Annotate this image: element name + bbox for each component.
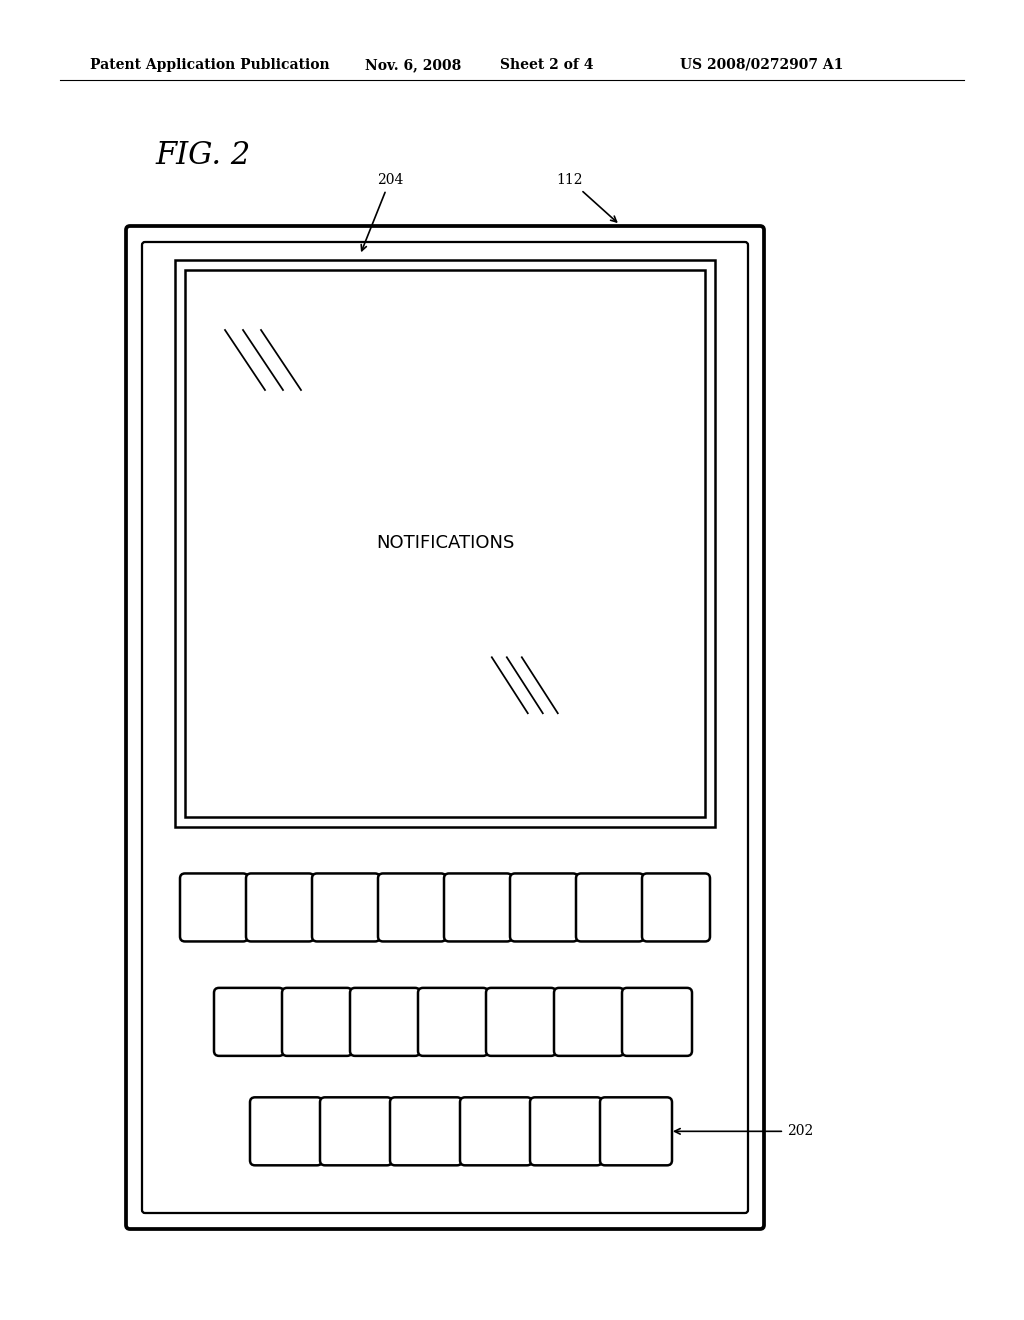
FancyBboxPatch shape xyxy=(246,874,314,941)
FancyBboxPatch shape xyxy=(312,874,380,941)
Bar xyxy=(185,271,705,817)
FancyBboxPatch shape xyxy=(510,874,578,941)
FancyBboxPatch shape xyxy=(642,874,710,941)
Text: Patent Application Publication: Patent Application Publication xyxy=(90,58,330,73)
FancyBboxPatch shape xyxy=(486,987,556,1056)
FancyBboxPatch shape xyxy=(250,1097,322,1166)
FancyBboxPatch shape xyxy=(418,987,488,1056)
FancyBboxPatch shape xyxy=(390,1097,462,1166)
Text: Sheet 2 of 4: Sheet 2 of 4 xyxy=(500,58,594,73)
FancyBboxPatch shape xyxy=(378,874,446,941)
FancyBboxPatch shape xyxy=(530,1097,602,1166)
Text: 204: 204 xyxy=(361,173,403,251)
FancyBboxPatch shape xyxy=(142,242,748,1213)
Text: US 2008/0272907 A1: US 2008/0272907 A1 xyxy=(680,58,844,73)
Text: Nov. 6, 2008: Nov. 6, 2008 xyxy=(365,58,461,73)
FancyBboxPatch shape xyxy=(282,987,352,1056)
FancyBboxPatch shape xyxy=(319,1097,392,1166)
FancyBboxPatch shape xyxy=(460,1097,532,1166)
FancyBboxPatch shape xyxy=(180,874,248,941)
FancyBboxPatch shape xyxy=(126,226,764,1229)
FancyBboxPatch shape xyxy=(622,987,692,1056)
FancyBboxPatch shape xyxy=(600,1097,672,1166)
Text: FIG. 2: FIG. 2 xyxy=(155,140,250,170)
Text: 202: 202 xyxy=(675,1125,813,1138)
FancyBboxPatch shape xyxy=(554,987,624,1056)
Text: NOTIFICATIONS: NOTIFICATIONS xyxy=(376,535,514,553)
FancyBboxPatch shape xyxy=(444,874,512,941)
Text: 112: 112 xyxy=(557,173,616,222)
FancyBboxPatch shape xyxy=(575,874,644,941)
FancyBboxPatch shape xyxy=(214,987,284,1056)
Bar xyxy=(175,260,715,828)
FancyBboxPatch shape xyxy=(350,987,420,1056)
